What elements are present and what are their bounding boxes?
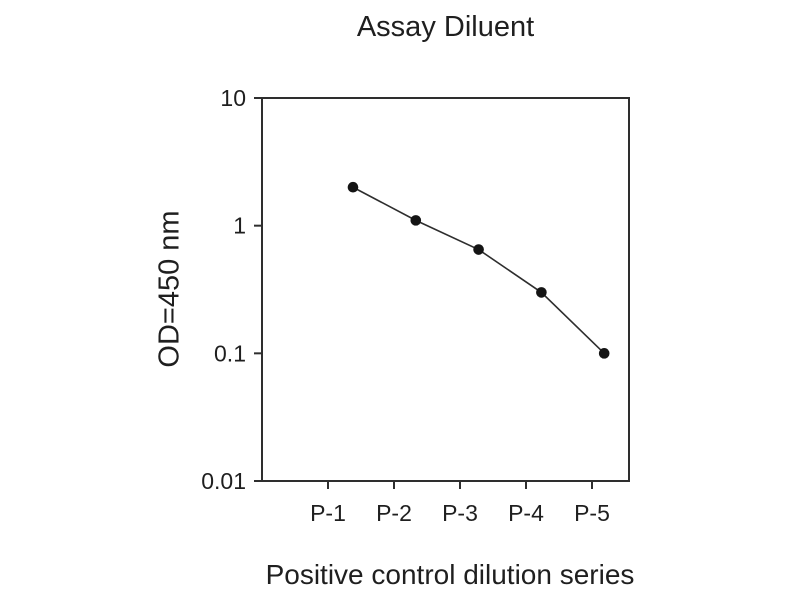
series-line bbox=[352, 186, 605, 354]
data-point bbox=[598, 348, 610, 359]
data-point bbox=[347, 181, 359, 193]
y-tick-label: 0.1 bbox=[214, 340, 246, 366]
x-axis-label: Positive control dilution series bbox=[265, 559, 635, 590]
y-tick-label: 10 bbox=[220, 85, 246, 111]
x-tick-label: P-2 bbox=[376, 500, 412, 526]
x-tick-label: P-3 bbox=[442, 500, 478, 526]
data-point bbox=[410, 215, 422, 226]
x-tick-label: P-5 bbox=[574, 500, 610, 526]
y-tick-label: 0.01 bbox=[201, 468, 246, 494]
chart-title: Assay Diluent bbox=[356, 11, 535, 43]
data-point bbox=[536, 287, 547, 298]
data-point bbox=[473, 244, 484, 255]
plot-border bbox=[261, 97, 630, 482]
x-tick-label: P-4 bbox=[508, 500, 544, 526]
y-tick-label: 1 bbox=[233, 213, 246, 239]
x-tick-label: P-1 bbox=[310, 500, 346, 526]
